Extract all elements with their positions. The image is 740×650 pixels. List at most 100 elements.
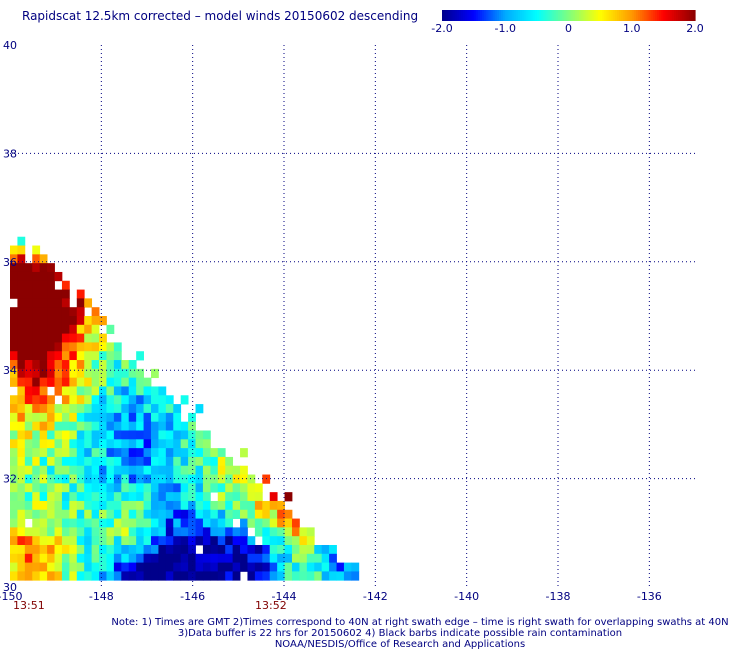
swath-cell <box>84 509 93 519</box>
swath-cell <box>61 544 70 555</box>
colorbar-segment <box>625 10 629 21</box>
swath-cell <box>217 483 226 493</box>
swath-cell <box>10 368 18 379</box>
swath-cell <box>106 474 115 484</box>
colorbar-segment <box>477 10 481 21</box>
swath-cell <box>61 500 70 511</box>
swath-cell <box>128 500 137 511</box>
swath-cell <box>99 544 107 555</box>
swath-cell <box>291 518 300 528</box>
swath-cell <box>113 571 122 581</box>
swath-cell <box>10 324 18 335</box>
colorbar-segment <box>659 10 662 21</box>
swath-cell <box>69 324 78 335</box>
x-tick-label: -142 <box>363 590 388 603</box>
swath-cell <box>291 527 300 537</box>
swath-cell <box>173 518 182 528</box>
colorbar-segment <box>629 10 633 21</box>
colorbar-segment <box>482 10 485 21</box>
swath-cell <box>69 571 78 581</box>
colorbar-segment <box>553 10 557 21</box>
colorbar-segment <box>640 10 643 21</box>
swath-cell <box>136 509 144 519</box>
swath-cell <box>32 324 41 335</box>
swath-cell <box>76 395 85 405</box>
colorbar-segment <box>600 10 603 21</box>
swath-cell <box>150 500 159 511</box>
swath-cell <box>306 571 315 581</box>
swath-cell <box>277 536 285 546</box>
swath-cell <box>143 571 152 581</box>
colorbar-tick-label: -2.0 <box>431 22 452 35</box>
swath-cell <box>76 404 85 414</box>
swath-cell <box>76 289 85 299</box>
swath-cell <box>24 474 33 484</box>
swath-cell <box>210 518 219 528</box>
swath-cell <box>24 342 33 352</box>
swath-cell <box>195 527 204 537</box>
swath-cell <box>232 571 241 581</box>
swath-cell <box>269 536 278 546</box>
swath-cell <box>17 527 26 537</box>
swath-cell <box>99 465 107 475</box>
swath-cell <box>136 483 144 493</box>
swath-cell <box>10 500 18 511</box>
swath-cell <box>84 483 93 493</box>
swath-cell <box>150 509 159 519</box>
swath-cell <box>32 307 41 317</box>
swath-cell <box>217 544 226 555</box>
swath-cell <box>143 395 152 405</box>
swath-cell <box>136 421 144 431</box>
colorbar-segment <box>562 10 565 21</box>
swath-cell <box>269 571 278 581</box>
swath-cell <box>128 571 137 581</box>
swath-cell <box>210 483 219 493</box>
swath-cell <box>76 368 85 379</box>
y-tick-label: 32 <box>3 473 17 486</box>
colorbar-segment <box>530 10 534 21</box>
swath-cell <box>306 553 315 564</box>
swath-cell <box>10 421 18 431</box>
swath-cell <box>329 571 337 581</box>
swath-cell <box>99 377 107 387</box>
swath-cell <box>240 448 248 458</box>
colorbar-segment <box>551 10 555 21</box>
swath-cell <box>321 562 330 572</box>
swath-cell <box>32 351 41 361</box>
swath-cell <box>113 439 122 449</box>
colorbar-segment <box>450 10 454 21</box>
swath-cell <box>150 430 159 440</box>
colorbar-segment <box>614 10 618 21</box>
swath-cell <box>69 386 78 396</box>
colorbar-segment <box>657 10 660 21</box>
swath-cell <box>136 368 144 379</box>
swath-cell <box>121 536 130 546</box>
swath-cell <box>76 342 85 352</box>
swath-cell <box>158 465 167 475</box>
swath-cell <box>121 412 130 423</box>
swath-cell <box>54 360 63 370</box>
swath-cell <box>17 562 26 572</box>
swath-cell <box>202 492 211 502</box>
swath-cell <box>47 553 55 564</box>
swath-cells <box>10 236 360 581</box>
swath-cell <box>113 421 122 431</box>
colorbar-segment <box>534 10 538 21</box>
swath-cell <box>61 448 70 458</box>
swath-cell <box>91 421 100 431</box>
swath-cell <box>225 536 234 546</box>
swath-cell <box>84 448 93 458</box>
swath-cell <box>180 448 189 458</box>
swath-cell <box>225 562 234 572</box>
colorbar-segment <box>667 10 671 21</box>
colorbar-segment <box>526 10 530 21</box>
swath-cell <box>232 544 241 555</box>
colorbar-segment <box>520 10 523 21</box>
swath-cell <box>91 536 100 546</box>
swath-cell <box>254 500 263 511</box>
swath-cell <box>106 395 115 405</box>
swath-cell <box>158 500 167 511</box>
y-tick-label: 38 <box>3 147 17 160</box>
swath-cell <box>10 571 18 581</box>
swath-cell <box>113 553 122 564</box>
